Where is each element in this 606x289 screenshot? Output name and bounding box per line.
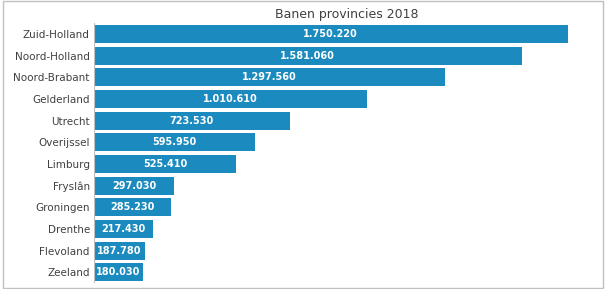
Text: 595.950: 595.950 — [153, 137, 197, 147]
Bar — [94, 264, 142, 281]
Title: Banen provincies 2018: Banen provincies 2018 — [275, 8, 419, 21]
Bar — [94, 199, 171, 216]
Text: 1.750.220: 1.750.220 — [304, 29, 358, 39]
Bar — [94, 112, 290, 129]
Bar — [94, 25, 568, 43]
Text: 180.030: 180.030 — [96, 267, 141, 277]
Text: 217.430: 217.430 — [101, 224, 145, 234]
Text: 525.410: 525.410 — [143, 159, 187, 169]
Bar — [94, 242, 145, 260]
Text: 1.297.560: 1.297.560 — [242, 72, 297, 82]
Bar — [94, 68, 445, 86]
Text: 297.030: 297.030 — [112, 181, 156, 191]
Text: 1.581.060: 1.581.060 — [281, 51, 335, 61]
Bar — [94, 177, 175, 194]
Bar — [94, 220, 153, 238]
Bar — [94, 90, 367, 108]
Text: 187.780: 187.780 — [97, 246, 142, 256]
Text: 1.010.610: 1.010.610 — [203, 94, 258, 104]
Text: 285.230: 285.230 — [110, 202, 155, 212]
Bar — [94, 134, 255, 151]
Bar — [94, 47, 522, 64]
Text: 723.530: 723.530 — [170, 116, 214, 126]
Bar — [94, 155, 236, 173]
